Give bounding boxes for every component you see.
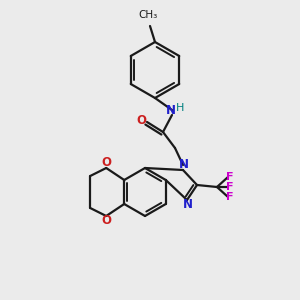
Text: N: N (179, 158, 189, 172)
Text: O: O (101, 157, 111, 169)
Text: O: O (136, 113, 146, 127)
Text: CH₃: CH₃ (138, 10, 158, 20)
Text: H: H (176, 103, 184, 113)
Text: F: F (226, 192, 234, 202)
Text: F: F (226, 182, 234, 192)
Text: F: F (226, 172, 234, 182)
Text: N: N (183, 199, 193, 212)
Text: N: N (166, 103, 176, 116)
Text: O: O (101, 214, 111, 227)
